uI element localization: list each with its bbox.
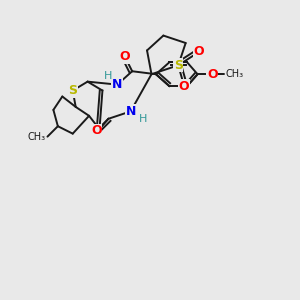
Text: H: H bbox=[138, 114, 147, 124]
Text: O: O bbox=[91, 124, 102, 137]
Text: S: S bbox=[174, 59, 183, 72]
Text: N: N bbox=[125, 105, 136, 118]
Text: N: N bbox=[112, 78, 122, 91]
Text: O: O bbox=[179, 80, 190, 93]
Text: O: O bbox=[194, 45, 204, 58]
Text: CH₃: CH₃ bbox=[28, 132, 46, 142]
Text: O: O bbox=[207, 68, 218, 81]
Text: S: S bbox=[68, 84, 77, 97]
Text: CH₃: CH₃ bbox=[226, 69, 244, 79]
Text: O: O bbox=[119, 50, 130, 63]
Text: H: H bbox=[104, 71, 112, 81]
